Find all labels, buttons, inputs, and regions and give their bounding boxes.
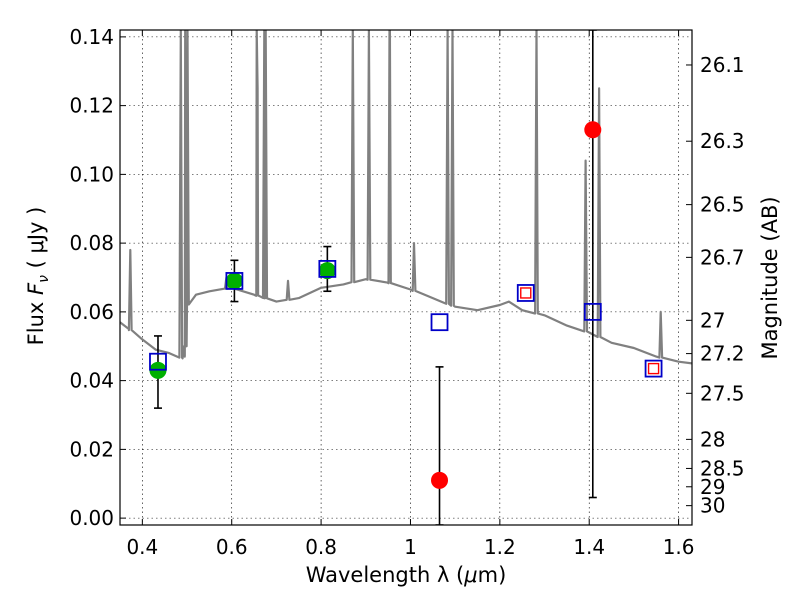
y2-tick-label: 26.3 [700, 129, 745, 153]
weak-band-marker [520, 287, 532, 299]
error-bars [153, 30, 597, 525]
x-tick-label: 1 [404, 535, 417, 559]
x-tick-label: 1.2 [484, 535, 516, 559]
y-tick-label: 0.12 [69, 94, 114, 118]
x-axis-label: Wavelength λ (μm) [306, 563, 507, 587]
plot-frame [119, 29, 693, 526]
plot-background [120, 30, 692, 525]
y2-tick-label: 26.1 [700, 53, 745, 77]
model-photometry-marker [644, 359, 663, 378]
model-photometry-marker [225, 272, 244, 290]
detection-marker [225, 272, 243, 290]
data-markers [149, 121, 663, 489]
y2-tick-label: 27.5 [700, 381, 745, 405]
y2-tick-label: 27 [700, 308, 725, 332]
x-tick-label: 0.4 [126, 535, 158, 559]
model-spectrum [120, 30, 692, 365]
x-tick-label: 0.6 [216, 535, 248, 559]
x-axis: 0.4 0.6 0.8 1 1.2 1.4 1.6 [126, 30, 695, 559]
model-photometry-marker [583, 302, 602, 321]
x-tick-label: 0.8 [305, 535, 337, 559]
y2-tick-label: 26.5 [700, 193, 745, 217]
model-photometry-marker [318, 260, 337, 278]
y-axis-flux: 0.00 0.02 0.04 0.06 0.08 0.10 0.12 0.14 [69, 25, 126, 530]
y2-tick-label: 27.2 [700, 342, 745, 366]
model-photometry-marker [430, 313, 449, 332]
y-tick-label: 0.08 [69, 231, 114, 255]
model-spectrum-line [120, 30, 692, 365]
y2-tick-label: 28 [700, 427, 725, 451]
y2-tick-label: 30 [700, 494, 725, 518]
y-tick-label: 0.04 [69, 369, 114, 393]
weak-band-marker [647, 362, 660, 375]
y2-tick-label: 26.7 [700, 245, 745, 269]
model-photometry-marker [516, 284, 535, 302]
upper-limit-marker [431, 471, 449, 489]
y-tick-label: 0.02 [69, 437, 114, 461]
y-tick-label: 0.00 [69, 506, 114, 530]
y-axis-label: Flux Fν ( μJy ) [24, 207, 52, 346]
model-photometry-marker [149, 352, 167, 371]
y-tick-label: 0.06 [69, 300, 114, 324]
x-tick-label: 1.6 [663, 535, 695, 559]
y-tick-label: 0.10 [69, 162, 114, 186]
x-tick-label: 1.4 [573, 535, 605, 559]
y-tick-label: 0.14 [69, 25, 114, 49]
y2-tick-label: 28.5 [700, 456, 745, 480]
y2-axis-label: Magnitude (AB) [758, 196, 782, 359]
y2-tick-label: 29 [700, 475, 725, 499]
upper-limit-marker [584, 121, 602, 139]
plot-area [119, 29, 693, 526]
